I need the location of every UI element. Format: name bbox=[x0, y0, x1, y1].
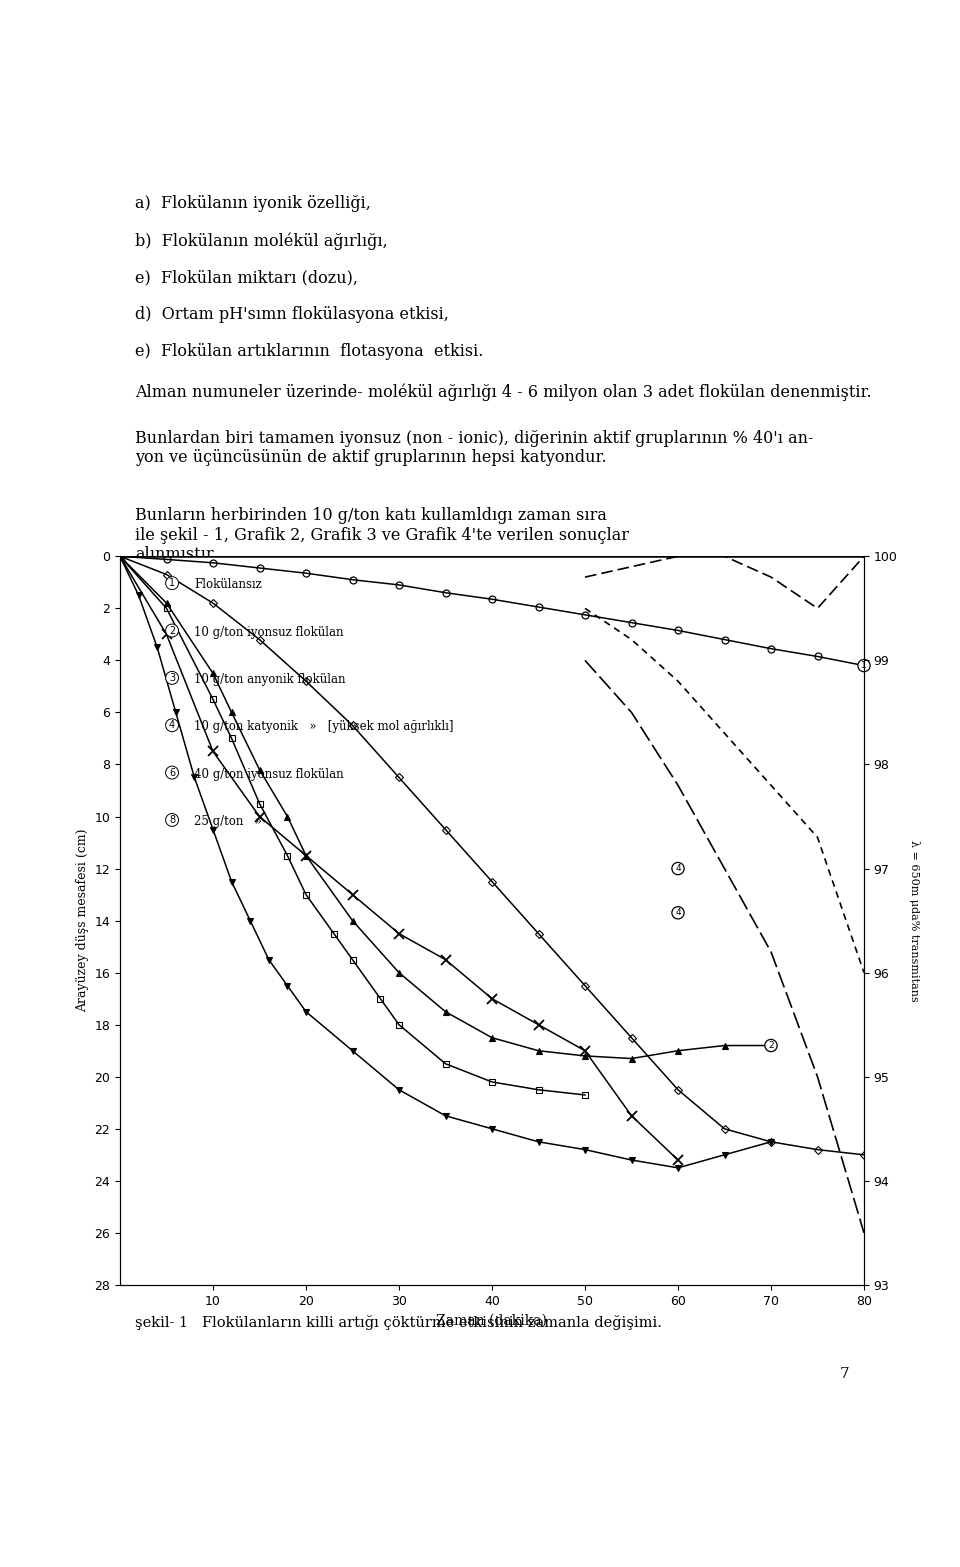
Text: 40 g/ton iyonsuz flokülan: 40 g/ton iyonsuz flokülan bbox=[194, 768, 344, 780]
X-axis label: Zaman (dakika): Zaman (dakika) bbox=[437, 1313, 547, 1327]
Text: 25 g/ton   »: 25 g/ton » bbox=[194, 815, 262, 827]
Text: 3: 3 bbox=[169, 672, 175, 683]
Text: 4: 4 bbox=[169, 721, 175, 730]
Text: 6: 6 bbox=[169, 768, 175, 777]
Text: 4: 4 bbox=[675, 909, 681, 917]
Text: 1: 1 bbox=[861, 661, 867, 671]
Text: şekil- 1   Flokülanların killi artığı çöktürme etkisinin zamanla değişimi.: şekil- 1 Flokülanların killi artığı çökt… bbox=[134, 1315, 661, 1330]
Y-axis label: Arayüzey düşs mesafesi (cm): Arayüzey düşs mesafesi (cm) bbox=[76, 829, 89, 1012]
Text: 10 g/ton anyonik flokülan: 10 g/ton anyonik flokülan bbox=[194, 672, 346, 686]
Text: 2: 2 bbox=[768, 1040, 774, 1050]
Text: 10 g/ton iyonsuz flokülan: 10 g/ton iyonsuz flokülan bbox=[194, 625, 344, 638]
Text: d)  Ortam pH'sımn flokülasyona etkisi,: d) Ortam pH'sımn flokülasyona etkisi, bbox=[134, 306, 448, 323]
Text: 2: 2 bbox=[169, 625, 176, 636]
Text: Bunlardan biri tamamen iyonsuz (non - ionic), diğerinin aktif gruplarının % 40'ı: Bunlardan biri tamamen iyonsuz (non - io… bbox=[134, 429, 813, 465]
Text: Alman numuneler üzerinde- molékül ağırlığı 4 - 6 milyon olan 3 adet flokülan den: Alman numuneler üzerinde- molékül ağırlı… bbox=[134, 384, 872, 401]
Text: Bunların herbirinden 10 g/ton katı kullamldıgı zaman sıra
ile şekil - 1, Grafik : Bunların herbirinden 10 g/ton katı kulla… bbox=[134, 508, 629, 563]
Text: e)  Flokülan miktarı (dozu),: e) Flokülan miktarı (dozu), bbox=[134, 270, 358, 287]
Text: e)  Flokülan artıklarının  flotasyona  etkisi.: e) Flokülan artıklarının flotasyona etki… bbox=[134, 343, 483, 360]
Text: 1: 1 bbox=[169, 578, 175, 588]
Y-axis label: λ = 650m μda% transmitans: λ = 650m μda% transmitans bbox=[909, 840, 920, 1001]
Text: Flokülansız: Flokülansız bbox=[194, 578, 262, 591]
Text: 8: 8 bbox=[169, 815, 175, 824]
Text: 10 g/ton katyonik   »   [yüksek mol ağırlıklı]: 10 g/ton katyonik » [yüksek mol ağırlıkl… bbox=[194, 721, 454, 733]
Text: 4: 4 bbox=[675, 863, 681, 873]
Text: 7: 7 bbox=[839, 1366, 849, 1381]
Text: a)  Flokülanın iyonik özelliği,: a) Flokülanın iyonik özelliği, bbox=[134, 194, 371, 212]
Text: b)  Flokülanın molékül ağırlığı,: b) Flokülanın molékül ağırlığı, bbox=[134, 232, 388, 249]
